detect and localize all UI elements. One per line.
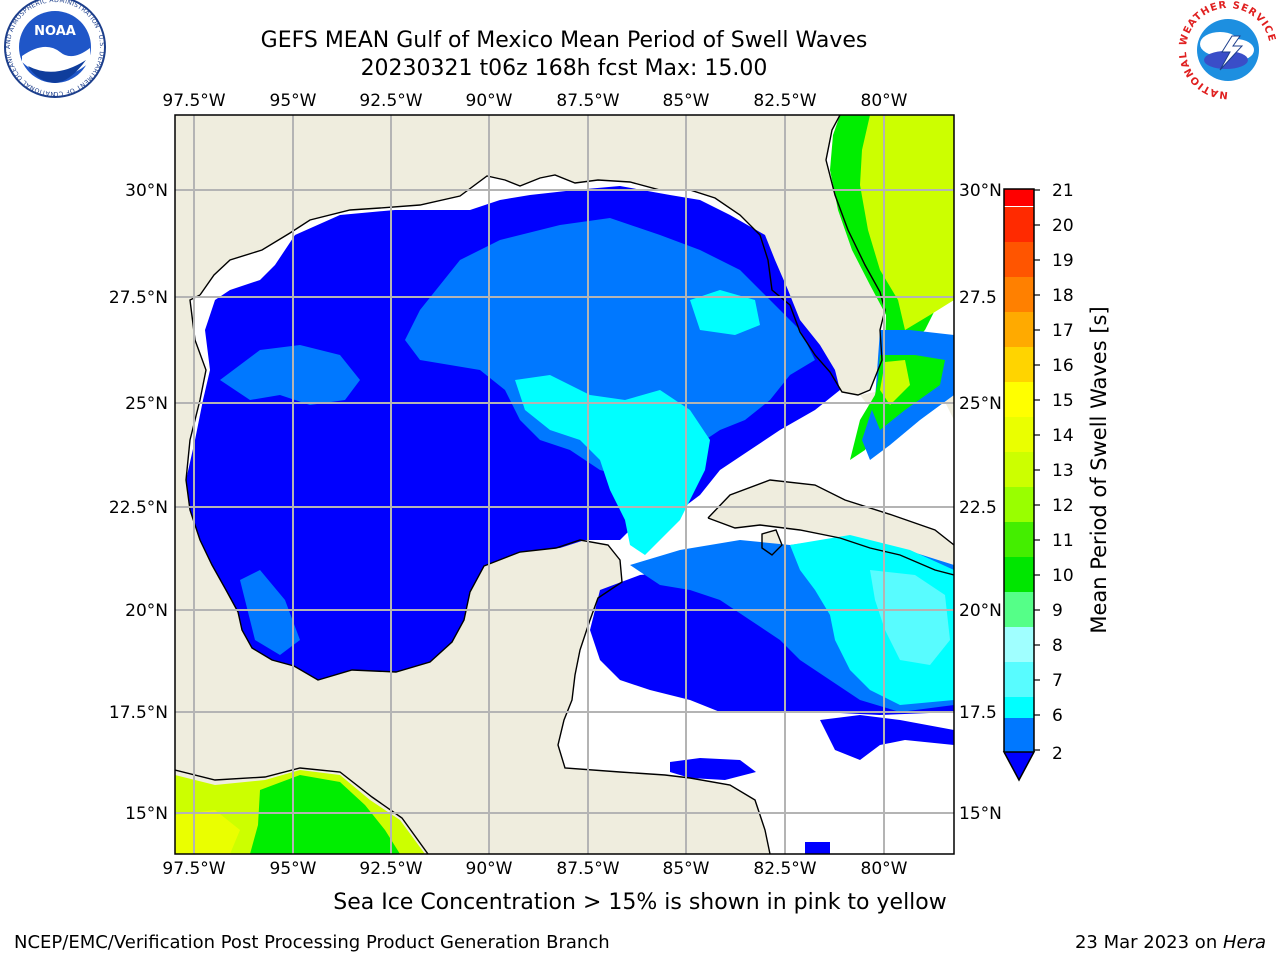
lon-label-bottom: 92.5°W: [359, 859, 422, 879]
footer-date: 23 Mar 2023 on Hera: [1075, 932, 1266, 953]
colorbar-tick-label: 14: [1052, 426, 1074, 446]
figure-title-line1: GEFS MEAN Gulf of Mexico Mean Period of …: [260, 28, 868, 53]
colorbar-tick-label: 13: [1052, 461, 1074, 481]
lat-label-right: 17.5: [959, 703, 997, 723]
lat-label-right: 15°N: [959, 804, 1002, 824]
lon-label-bottom: 90°W: [466, 859, 513, 879]
lat-label-left: 30°N: [125, 181, 168, 201]
colorbar-tick-label: 2: [1052, 744, 1063, 764]
colorbar-tick-label: 7: [1052, 671, 1063, 691]
sea-ice-note-text: Sea Ice Concentration > 15% is shown in …: [333, 890, 947, 915]
figure-title-line2: 20230321 t06z 168h fcst Max: 15.00: [360, 56, 768, 81]
colorbar-tick-label: 17: [1052, 321, 1074, 341]
lon-label-top: 90°W: [466, 91, 513, 111]
lon-label-top: 97.5°W: [162, 91, 225, 111]
lon-label-top: 95°W: [270, 91, 317, 111]
lon-label-bottom: 82.5°W: [753, 859, 816, 879]
map-frame: [174, 114, 955, 855]
lon-label-top: 92.5°W: [359, 91, 422, 111]
lat-label-left: 22.5°N: [109, 498, 168, 518]
lon-label-bottom: 80°W: [861, 859, 908, 879]
graticule: [175, 115, 954, 854]
lon-label-bottom: 85°W: [663, 859, 710, 879]
footer-host: Hera: [1222, 932, 1266, 953]
lat-label-left: 15°N: [125, 804, 168, 824]
lat-label-right: 22.5: [959, 498, 997, 518]
nws-logo: NATIONAL WEATHER SERVICE: [1178, 0, 1276, 100]
colorbar-tick-label: 18: [1052, 286, 1074, 306]
colorbar-tick-label: 19: [1052, 251, 1074, 271]
colorbar-tick-label: 6: [1052, 706, 1063, 726]
lon-label-top: 80°W: [861, 91, 908, 111]
footer-credit: NCEP/EMC/Verification Post Processing Pr…: [14, 932, 610, 953]
lat-label-right: 25°N: [959, 394, 1002, 414]
lat-label-left: 27.5°N: [109, 288, 168, 308]
lat-label-right: 30°N: [959, 181, 1002, 201]
footer-date-text: 23 Mar 2023 on: [1074, 932, 1223, 953]
colorbar-tick-label: 10: [1052, 566, 1074, 586]
lon-label-bottom: 87.5°W: [556, 859, 619, 879]
colorbar-tick-label: 20: [1052, 216, 1074, 236]
colorbar-tick-label: 9: [1052, 601, 1063, 621]
colorbar-tick-label: 21: [1052, 181, 1074, 201]
colorbar-tick-label: 12: [1052, 496, 1074, 516]
lat-label-right: 20°N: [959, 601, 1002, 621]
colorbar-tick-label: 15: [1052, 391, 1074, 411]
lat-label-left: 17.5°N: [109, 703, 168, 723]
sea-ice-note: Sea Ice Concentration > 15% is shown in …: [0, 890, 1280, 915]
noaa-logo: NATIONAL OCEANIC AND ATMOSPHERIC ADMINIS…: [0, 0, 106, 98]
lon-label-top: 85°W: [663, 91, 710, 111]
lat-label-left: 25°N: [125, 394, 168, 414]
colorbar: 21 20 19 18 17 16 15 14 13 12 11 10 9 8 …: [1002, 181, 1111, 782]
lat-label-left: 20°N: [125, 601, 168, 621]
colorbar-label: Mean Period of Swell Waves [s]: [1087, 306, 1111, 633]
colorbar-tick-label: 8: [1052, 636, 1063, 656]
lon-label-top: 82.5°W: [753, 91, 816, 111]
lon-label-top: 87.5°W: [556, 91, 619, 111]
lat-label-right: 27.5: [959, 288, 997, 308]
lon-label-bottom: 95°W: [270, 859, 317, 879]
colorbar-tick-label: 16: [1052, 356, 1074, 376]
noaa-logo-text: NOAA: [34, 24, 76, 39]
lon-label-bottom: 97.5°W: [162, 859, 225, 879]
colorbar-tick-label: 11: [1052, 531, 1074, 551]
